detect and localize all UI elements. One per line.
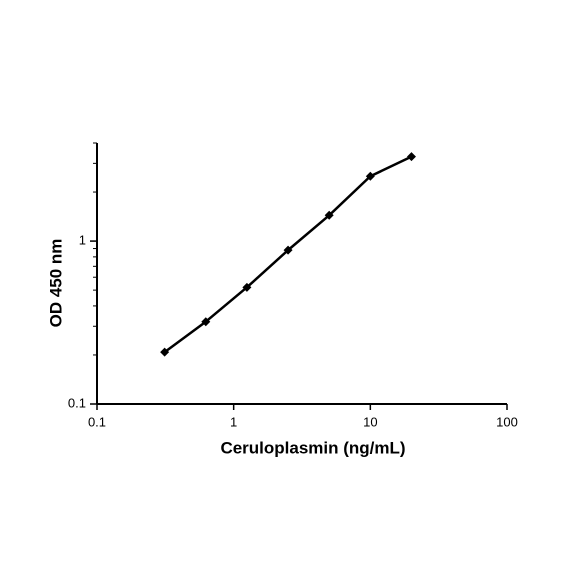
data-point	[201, 317, 211, 327]
x-tick-label: 1	[230, 414, 237, 429]
y-axis-title: OD 450 nm	[46, 239, 65, 328]
x-tick-label: 0.1	[88, 414, 106, 429]
y-tick-label: 0.1	[68, 395, 86, 410]
data-point	[365, 171, 375, 181]
data-point	[406, 152, 416, 162]
x-axis-title: Ceruloplasmin (ng/mL)	[220, 438, 405, 457]
x-tick-label: 100	[496, 414, 518, 429]
data-point	[160, 347, 170, 357]
data-point	[283, 245, 293, 255]
data-point	[324, 210, 334, 220]
y-tick-label: 1	[79, 233, 86, 248]
x-tick-label: 10	[363, 414, 377, 429]
data-point	[242, 282, 252, 292]
